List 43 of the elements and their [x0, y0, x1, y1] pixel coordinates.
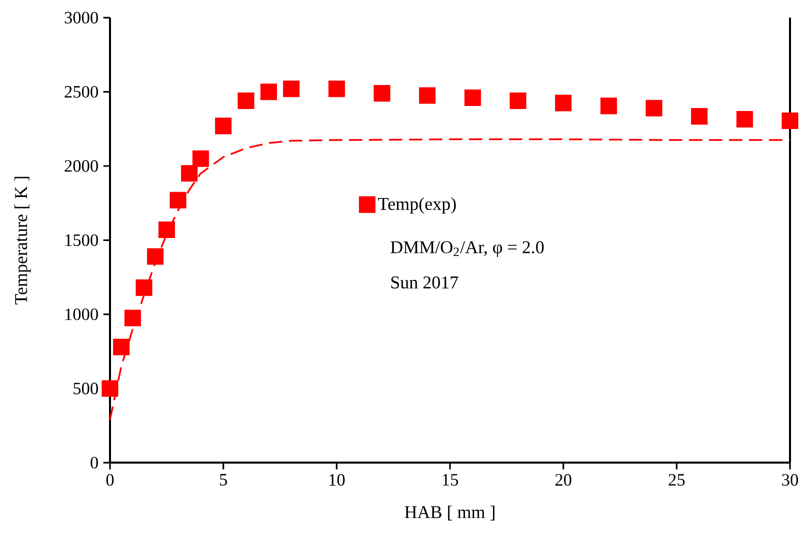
y-tick-label: 2500: [64, 86, 98, 98]
point: [215, 118, 232, 134]
x-tick-label: 25: [668, 474, 685, 486]
point: [374, 85, 390, 102]
point: [419, 87, 436, 104]
y-tick-label: 1000: [65, 308, 98, 320]
point: [147, 248, 164, 265]
x-tick-label: 10: [330, 474, 345, 486]
point: [113, 338, 130, 356]
point: [283, 80, 300, 98]
point: [555, 94, 572, 112]
y-tick-label: 1500: [65, 234, 98, 246]
annotation: DMM/O$_{2}$/Ar, φ = 2.0: [390, 241, 544, 257]
x-tick-label: 15: [442, 474, 458, 486]
point: [170, 192, 186, 208]
point: [691, 108, 708, 125]
point: [260, 84, 277, 100]
point: [328, 80, 345, 98]
point: [238, 92, 254, 110]
point: [124, 310, 141, 326]
x-tick-label: 5: [220, 474, 227, 486]
y-tick-label: 0: [90, 456, 98, 469]
y-tick-label: 3000: [64, 12, 98, 24]
point: [181, 165, 198, 182]
point: [192, 150, 209, 167]
point: [136, 279, 152, 296]
point: [782, 112, 798, 130]
y-tick-label: 2000: [64, 160, 98, 172]
y-axis-title: Temperature [ K ]: [14, 176, 31, 304]
point: [158, 222, 175, 238]
x-tick-label: 0: [106, 474, 114, 486]
x-tick-label: 20: [555, 474, 572, 486]
annotation: Sun 2017: [391, 276, 458, 289]
point: [464, 89, 481, 106]
point: [736, 111, 753, 128]
legend-label: Temp(exp): [378, 197, 456, 214]
point: [102, 380, 118, 397]
y-tick-label: 500: [74, 382, 98, 394]
point: [600, 98, 617, 114]
point: [510, 92, 526, 110]
x-axis-title: HAB [ mm ]: [404, 506, 494, 520]
x-tick-label: 30: [782, 474, 798, 486]
point: [646, 100, 662, 116]
